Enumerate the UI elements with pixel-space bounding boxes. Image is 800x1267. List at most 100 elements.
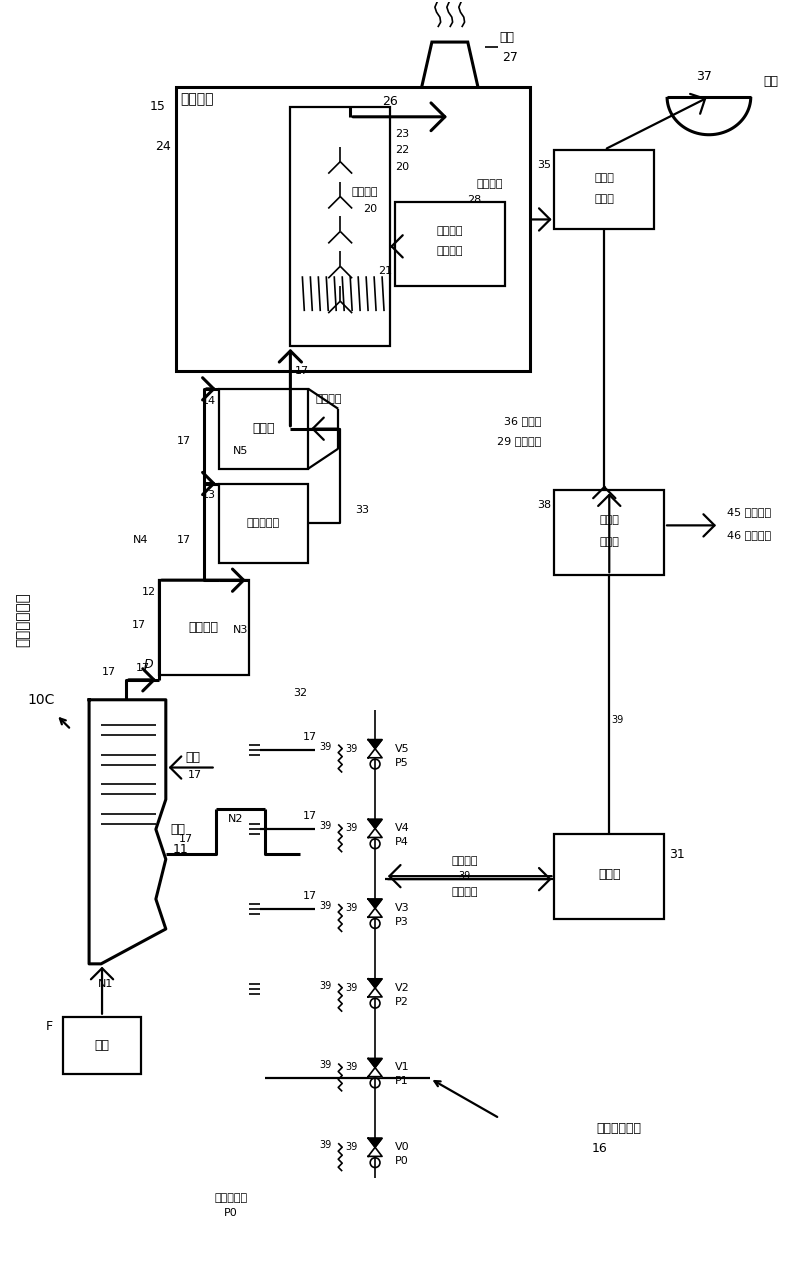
Text: P2: P2	[395, 997, 409, 1007]
Text: 废气: 废气	[186, 751, 201, 764]
Text: 14: 14	[202, 395, 216, 405]
Polygon shape	[368, 908, 382, 917]
Text: 石灰浆液: 石灰浆液	[352, 186, 378, 196]
Text: 石灰浆液: 石灰浆液	[437, 227, 463, 237]
Text: 17: 17	[188, 769, 202, 779]
Text: 脱硫排水: 脱硫排水	[477, 179, 503, 189]
Text: N3: N3	[233, 625, 248, 635]
Text: 17: 17	[303, 891, 318, 901]
Text: V2: V2	[395, 983, 410, 993]
Polygon shape	[368, 988, 382, 997]
Text: 29 排水管线: 29 排水管线	[498, 436, 542, 446]
Text: 26: 26	[382, 95, 398, 109]
Text: 17: 17	[178, 834, 193, 844]
Polygon shape	[368, 1068, 382, 1077]
Text: 10C: 10C	[27, 693, 55, 707]
Text: 46 卑素离子: 46 卑素离子	[727, 531, 771, 540]
Text: 17: 17	[177, 536, 190, 545]
Text: 16: 16	[591, 1142, 607, 1154]
Text: N4: N4	[134, 536, 149, 545]
Text: N2: N2	[228, 815, 243, 825]
Text: 20: 20	[363, 204, 377, 214]
Text: 20: 20	[395, 162, 409, 171]
Text: 39: 39	[319, 821, 331, 831]
Text: 离装置: 离装置	[594, 195, 614, 204]
Polygon shape	[368, 979, 382, 988]
Text: 排水喷雾装置: 排水喷雾装置	[597, 1121, 642, 1135]
Text: 13: 13	[202, 490, 216, 500]
Text: 17: 17	[177, 436, 190, 446]
Text: 废气处理系统: 废气处理系统	[16, 593, 31, 647]
Polygon shape	[368, 820, 382, 829]
Polygon shape	[415, 42, 485, 117]
Text: 脱硫装置: 脱硫装置	[181, 92, 214, 106]
Text: 27: 27	[502, 51, 518, 63]
Text: P4: P4	[395, 837, 409, 848]
Text: 排水处: 排水处	[599, 516, 619, 526]
Text: 39: 39	[319, 901, 331, 911]
Text: 集尘器: 集尘器	[252, 422, 274, 435]
Text: 31: 31	[669, 848, 685, 860]
Text: 固液分: 固液分	[594, 172, 614, 182]
Text: 石膏: 石膏	[764, 76, 778, 89]
Text: 38: 38	[538, 500, 551, 511]
Bar	[554, 150, 654, 229]
Text: P0: P0	[224, 1207, 238, 1218]
Bar	[395, 201, 505, 286]
Text: 39: 39	[345, 824, 357, 834]
Text: 23: 23	[395, 129, 409, 139]
Text: 35: 35	[538, 160, 551, 170]
Text: 36 分离液: 36 分离液	[504, 416, 542, 426]
Text: 39: 39	[319, 1140, 331, 1150]
Text: V3: V3	[395, 903, 410, 914]
Bar	[290, 106, 390, 346]
Text: 39: 39	[611, 715, 623, 725]
Text: P1: P1	[395, 1077, 409, 1086]
Text: 33: 33	[355, 506, 369, 516]
Text: 39: 39	[345, 1143, 357, 1152]
Polygon shape	[368, 1058, 382, 1068]
Text: 21: 21	[378, 266, 392, 276]
Text: 39: 39	[319, 741, 331, 751]
Text: 39: 39	[458, 872, 471, 881]
Polygon shape	[89, 699, 166, 964]
Text: 17: 17	[295, 366, 310, 376]
Text: 理装置: 理装置	[599, 537, 619, 547]
Text: D: D	[144, 659, 154, 672]
Text: 供给装置: 供给装置	[437, 246, 463, 256]
Text: 脱硝装置: 脱硝装置	[189, 621, 218, 634]
Text: 39: 39	[319, 981, 331, 991]
Text: 燃料: 燃料	[94, 1039, 110, 1052]
Polygon shape	[368, 1138, 382, 1148]
Text: P5: P5	[395, 758, 409, 768]
Text: 17: 17	[136, 663, 150, 673]
Text: V1: V1	[395, 1063, 410, 1072]
Polygon shape	[368, 740, 382, 749]
Text: 11: 11	[173, 843, 189, 855]
Polygon shape	[368, 829, 382, 837]
Text: 17: 17	[303, 731, 318, 741]
Text: 39: 39	[345, 744, 357, 754]
Text: 45 汞固态物: 45 汞固态物	[727, 507, 771, 517]
Bar	[218, 484, 308, 564]
Text: 39: 39	[319, 1060, 331, 1071]
Bar	[554, 834, 664, 919]
Text: 15: 15	[150, 100, 166, 113]
Text: F: F	[46, 1020, 54, 1033]
Text: 39: 39	[345, 1063, 357, 1072]
Bar	[218, 389, 308, 469]
Text: V5: V5	[395, 744, 410, 754]
Text: 12: 12	[142, 587, 156, 597]
Bar	[554, 490, 664, 575]
Polygon shape	[368, 1148, 382, 1157]
Text: 空气加热器: 空气加热器	[247, 518, 280, 528]
Text: 17: 17	[303, 811, 318, 821]
Text: 28: 28	[468, 195, 482, 204]
Text: 石灰浆液: 石灰浆液	[315, 394, 342, 404]
Text: N1: N1	[98, 979, 114, 988]
Text: V0: V0	[395, 1143, 410, 1152]
Polygon shape	[368, 900, 382, 908]
Text: 处理排水: 处理排水	[451, 887, 478, 897]
Polygon shape	[368, 749, 382, 758]
Bar	[63, 1016, 141, 1074]
